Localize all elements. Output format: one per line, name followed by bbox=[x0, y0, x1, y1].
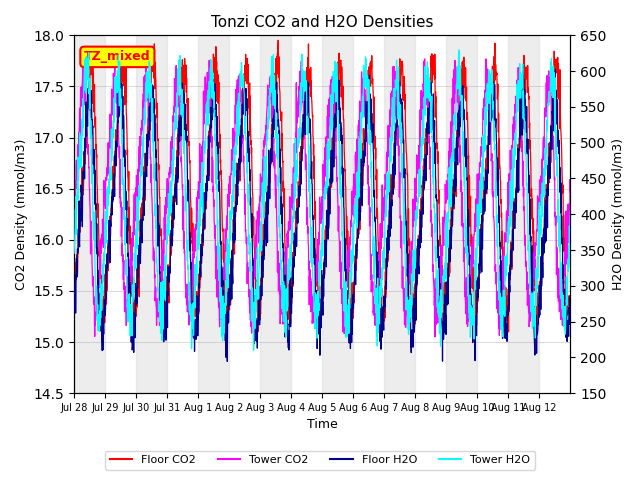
Bar bbox=[74, 36, 105, 393]
Legend: Floor CO2, Tower CO2, Floor H2O, Tower H2O: Floor CO2, Tower CO2, Floor H2O, Tower H… bbox=[105, 451, 535, 469]
Bar bbox=[446, 36, 477, 393]
Bar bbox=[260, 36, 291, 393]
X-axis label: Time: Time bbox=[307, 419, 338, 432]
Bar bbox=[384, 36, 415, 393]
Y-axis label: H2O Density (mmol/m3): H2O Density (mmol/m3) bbox=[612, 138, 625, 290]
Title: Tonzi CO2 and H2O Densities: Tonzi CO2 and H2O Densities bbox=[211, 15, 433, 30]
Y-axis label: CO2 Density (mmol/m3): CO2 Density (mmol/m3) bbox=[15, 139, 28, 290]
Bar bbox=[136, 36, 167, 393]
Bar bbox=[508, 36, 540, 393]
Bar bbox=[323, 36, 353, 393]
Bar bbox=[198, 36, 229, 393]
Text: TZ_mixed: TZ_mixed bbox=[84, 50, 150, 63]
